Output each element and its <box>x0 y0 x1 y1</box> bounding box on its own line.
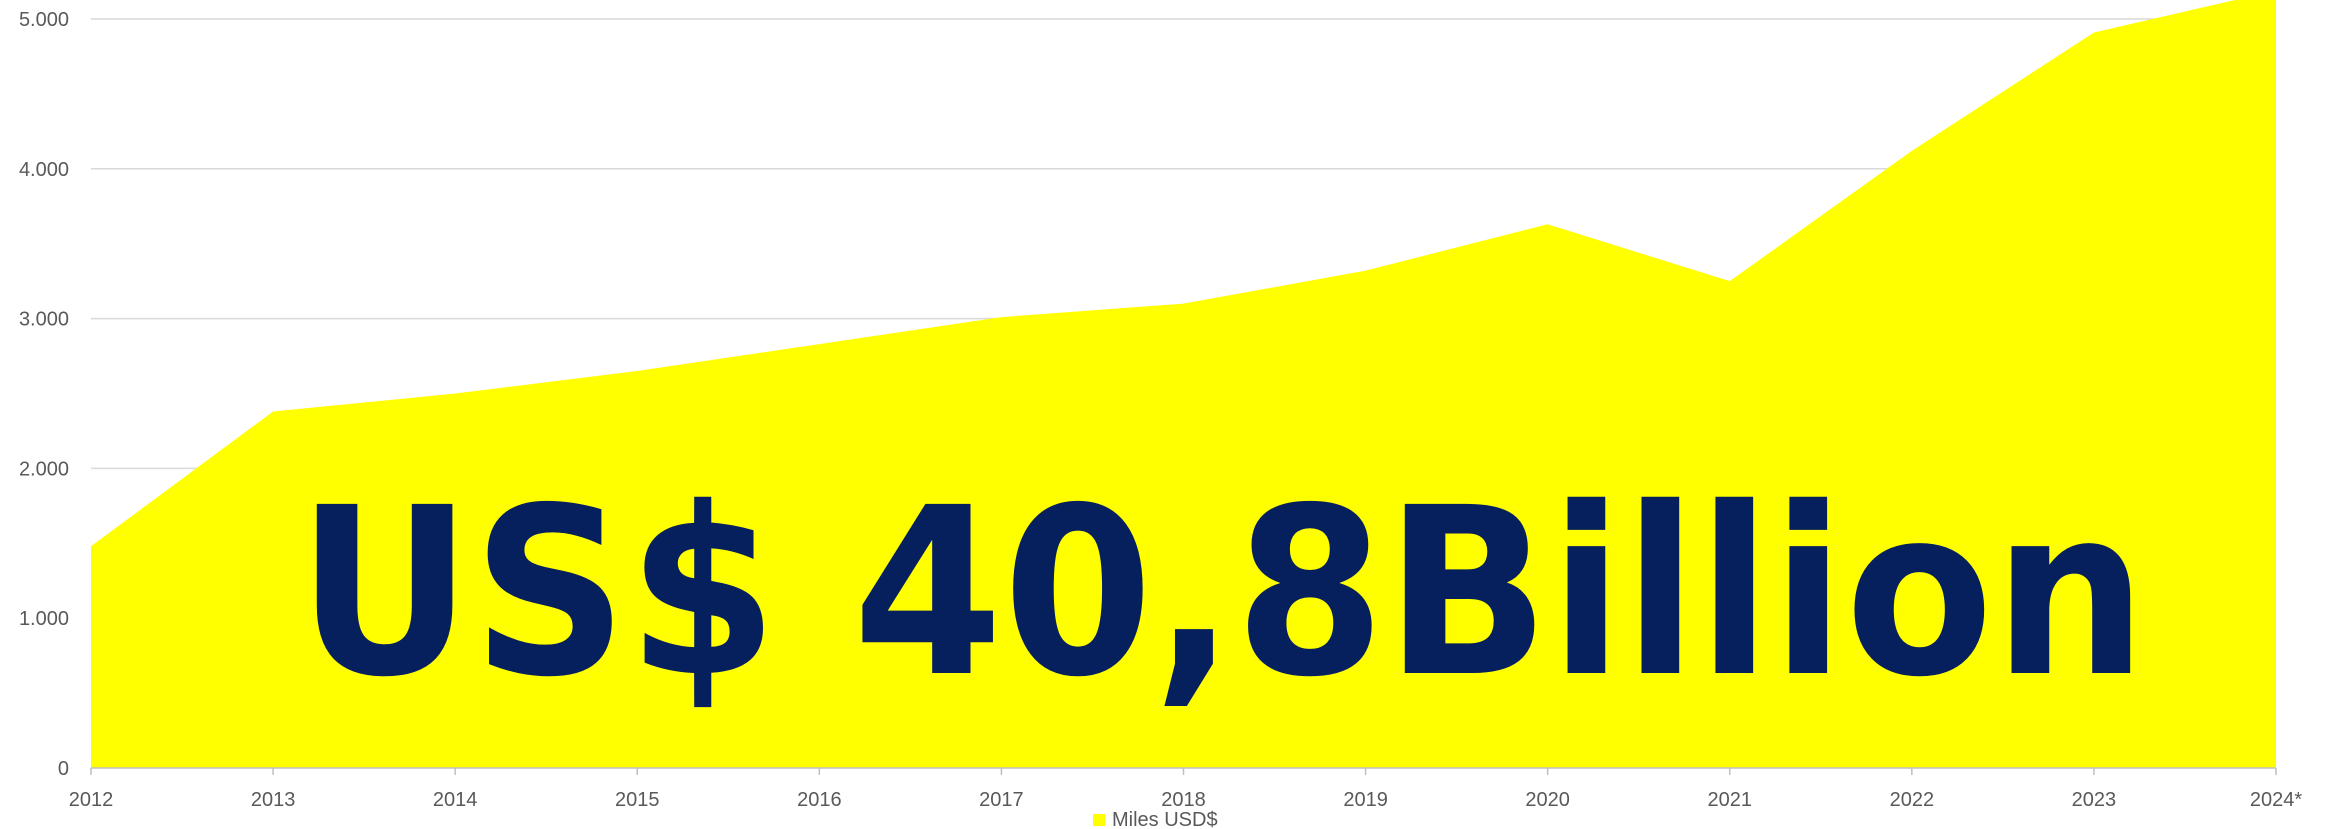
y-tick-label: 5.000 <box>19 9 69 31</box>
x-tick-label: 2023 <box>2072 789 2117 811</box>
y-tick-label: 0 <box>58 758 69 780</box>
axes <box>90 767 2277 775</box>
x-tick-label: 2018 <box>1161 789 1206 811</box>
y-axis-tick-labels: 0 1.000 2.000 3.000 4.000 5.000 <box>19 9 69 780</box>
y-tick-label: 1.000 <box>19 608 69 630</box>
x-tick-label: 2024* <box>2250 789 2302 811</box>
y-tick-label: 3.000 <box>19 309 69 331</box>
y-tick-label: 4.000 <box>19 159 69 181</box>
area-series-fill <box>91 0 2276 768</box>
x-axis-tick-labels: 2012 2013 2014 2015 2016 2017 2018 2019 2020 2021… <box>69 789 2303 811</box>
y-tick-label: 2.000 <box>19 458 69 480</box>
x-tick-label: 2012 <box>69 789 114 811</box>
x-tick-label: 2022 <box>1890 789 1935 811</box>
x-tick-label: 2021 <box>1708 789 1753 811</box>
x-tick-label: 2014 <box>433 789 478 811</box>
x-tick-label: 2016 <box>797 789 842 811</box>
x-tick-label: 2017 <box>979 789 1024 811</box>
x-tick-label: 2013 <box>251 789 296 811</box>
legend: Miles USD$ <box>1093 809 1218 829</box>
area-series <box>91 0 2276 768</box>
legend-swatch <box>1093 814 1105 826</box>
x-tick-label: 2020 <box>1525 789 1570 811</box>
x-tick-label: 2015 <box>615 789 660 811</box>
x-tick-label: 2019 <box>1343 789 1388 811</box>
legend-label: Miles USD$ <box>1112 809 1218 829</box>
headline-annotation: US$ 40,8Billion <box>297 458 2147 728</box>
